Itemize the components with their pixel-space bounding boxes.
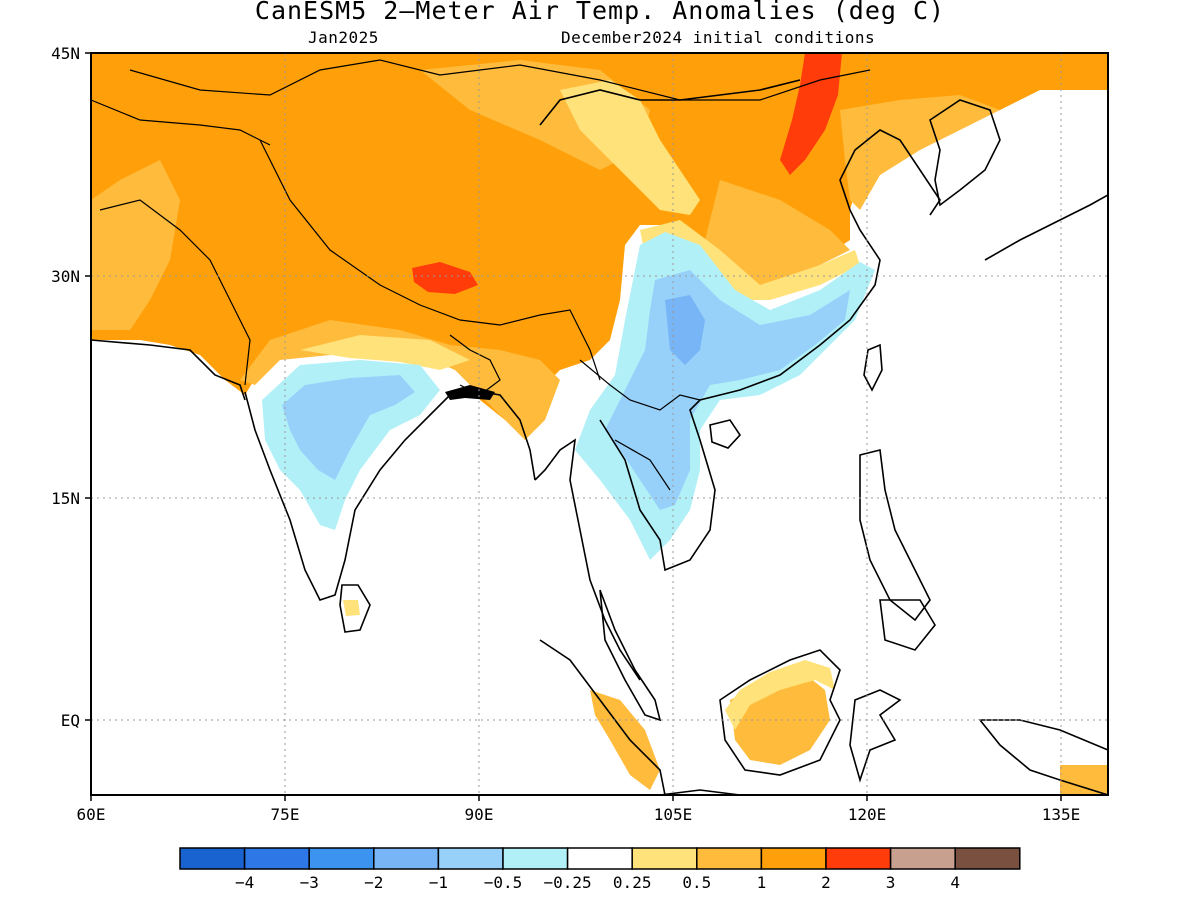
colorbar-label: −2 [364, 873, 383, 892]
coastline-java [659, 789, 741, 795]
lon-label-120e: 120E [848, 805, 887, 824]
colorbar-label: −1 [429, 873, 448, 892]
coastline-india [244, 389, 536, 601]
lon-label-75e: 75E [271, 805, 300, 824]
colorbar-swatch [631, 847, 698, 870]
initial-conditions: December2024 initial conditions [561, 28, 876, 47]
coastline-china-inland [539, 79, 801, 126]
coastline-indochina [599, 209, 881, 572]
tick-marks [85, 52, 1062, 801]
anomaly-red-tibet [412, 262, 478, 294]
coastline-japan [984, 194, 1108, 261]
graticule [91, 53, 1108, 795]
coastline-sri-lanka [339, 584, 371, 633]
map-frame [90, 52, 1109, 796]
colorbar-swatch [696, 847, 763, 870]
border-mongolia [379, 59, 871, 101]
coastline-burma [534, 438, 641, 681]
colorbar-swatch [566, 847, 633, 870]
anomaly-yellow-patch [300, 335, 470, 370]
colorbar-swatch [179, 847, 246, 870]
lat-label-45n: 45N [51, 44, 80, 63]
anomaly-newguinea-orange [1060, 765, 1108, 795]
colorbar-swatch [502, 847, 569, 870]
colorbar-label: 4 [950, 873, 960, 892]
border-afghanistan [91, 99, 271, 146]
coastline-hainan [709, 419, 742, 449]
anomaly-midblue-core [665, 295, 705, 365]
coastline-sulawesi [849, 689, 902, 783]
colorbar-label: 2 [821, 873, 831, 892]
colorbar-swatch [954, 847, 1021, 870]
coastline-malay-peninsula [599, 589, 662, 722]
colorbar-label: 0.25 [613, 873, 652, 892]
colorbar-label: −0.25 [544, 873, 592, 892]
border-pakistan [99, 199, 251, 386]
colorbar-swatch [437, 847, 504, 870]
colorbar-swatch [243, 847, 310, 870]
lat-label-eq: EQ [61, 711, 80, 730]
coastline-borneo [719, 649, 841, 776]
colorbar-swatch [373, 847, 440, 870]
colorbar-swatch [825, 847, 892, 870]
colorbar: −4 −3 −2 −1 −0.5 −0.25 0.25 0.5 1 2 3 4 [179, 847, 1021, 892]
colorbar-label: 3 [886, 873, 896, 892]
anomaly-red-north-china [780, 53, 842, 175]
colorbar-label: −3 [300, 873, 319, 892]
colorbar-label: 1 [757, 873, 767, 892]
colorbar-swatch [760, 847, 827, 870]
anomaly-blue-india [282, 375, 415, 480]
lon-label-60e: 60E [77, 805, 106, 824]
border-central-asia [129, 59, 381, 96]
lon-label-135e: 135E [1042, 805, 1081, 824]
anomaly-lightorange-east [705, 180, 850, 290]
anomaly-yellow-ring [640, 220, 860, 300]
anomaly-sri-lanka-yellow [343, 600, 360, 616]
colorbar-swatch [308, 847, 375, 870]
lon-label-90e: 90E [465, 805, 494, 824]
anomaly-yellow-band [560, 80, 700, 215]
anomaly-lightorange-west [91, 160, 180, 330]
border-himalaya [259, 139, 601, 381]
colorbar-label: −4 [235, 873, 254, 892]
coastline-new-guinea [978, 719, 1108, 795]
anomaly-borneo-yellow [725, 660, 835, 730]
colorbar-label: −0.5 [484, 873, 523, 892]
map-title: CanESM5 2—Meter Air Temp. Anomalies (deg… [254, 0, 946, 25]
lat-label-15n: 15N [51, 489, 80, 508]
coastline-korea [929, 99, 1001, 207]
country-borders [91, 59, 871, 491]
forecast-month: Jan2025 [308, 28, 379, 47]
border-indochina [579, 359, 701, 491]
ganges-delta [445, 385, 495, 400]
coastline-arabian-sea [91, 339, 246, 401]
colorbar-label: 0.5 [682, 873, 711, 892]
coastlines [91, 79, 1108, 795]
lon-label-105e: 105E [654, 805, 693, 824]
coastline-mindanao [879, 599, 936, 651]
colorbar-swatch [889, 847, 956, 870]
anomaly-lightorange-northeast [840, 95, 1000, 210]
lat-label-30n: 30N [51, 267, 80, 286]
anomaly-sumatra-orange [590, 690, 660, 790]
map-field [91, 53, 1108, 795]
anomaly-blue-region [605, 270, 850, 510]
coastline-east-china [839, 129, 941, 216]
coastline-taiwan [863, 343, 883, 392]
